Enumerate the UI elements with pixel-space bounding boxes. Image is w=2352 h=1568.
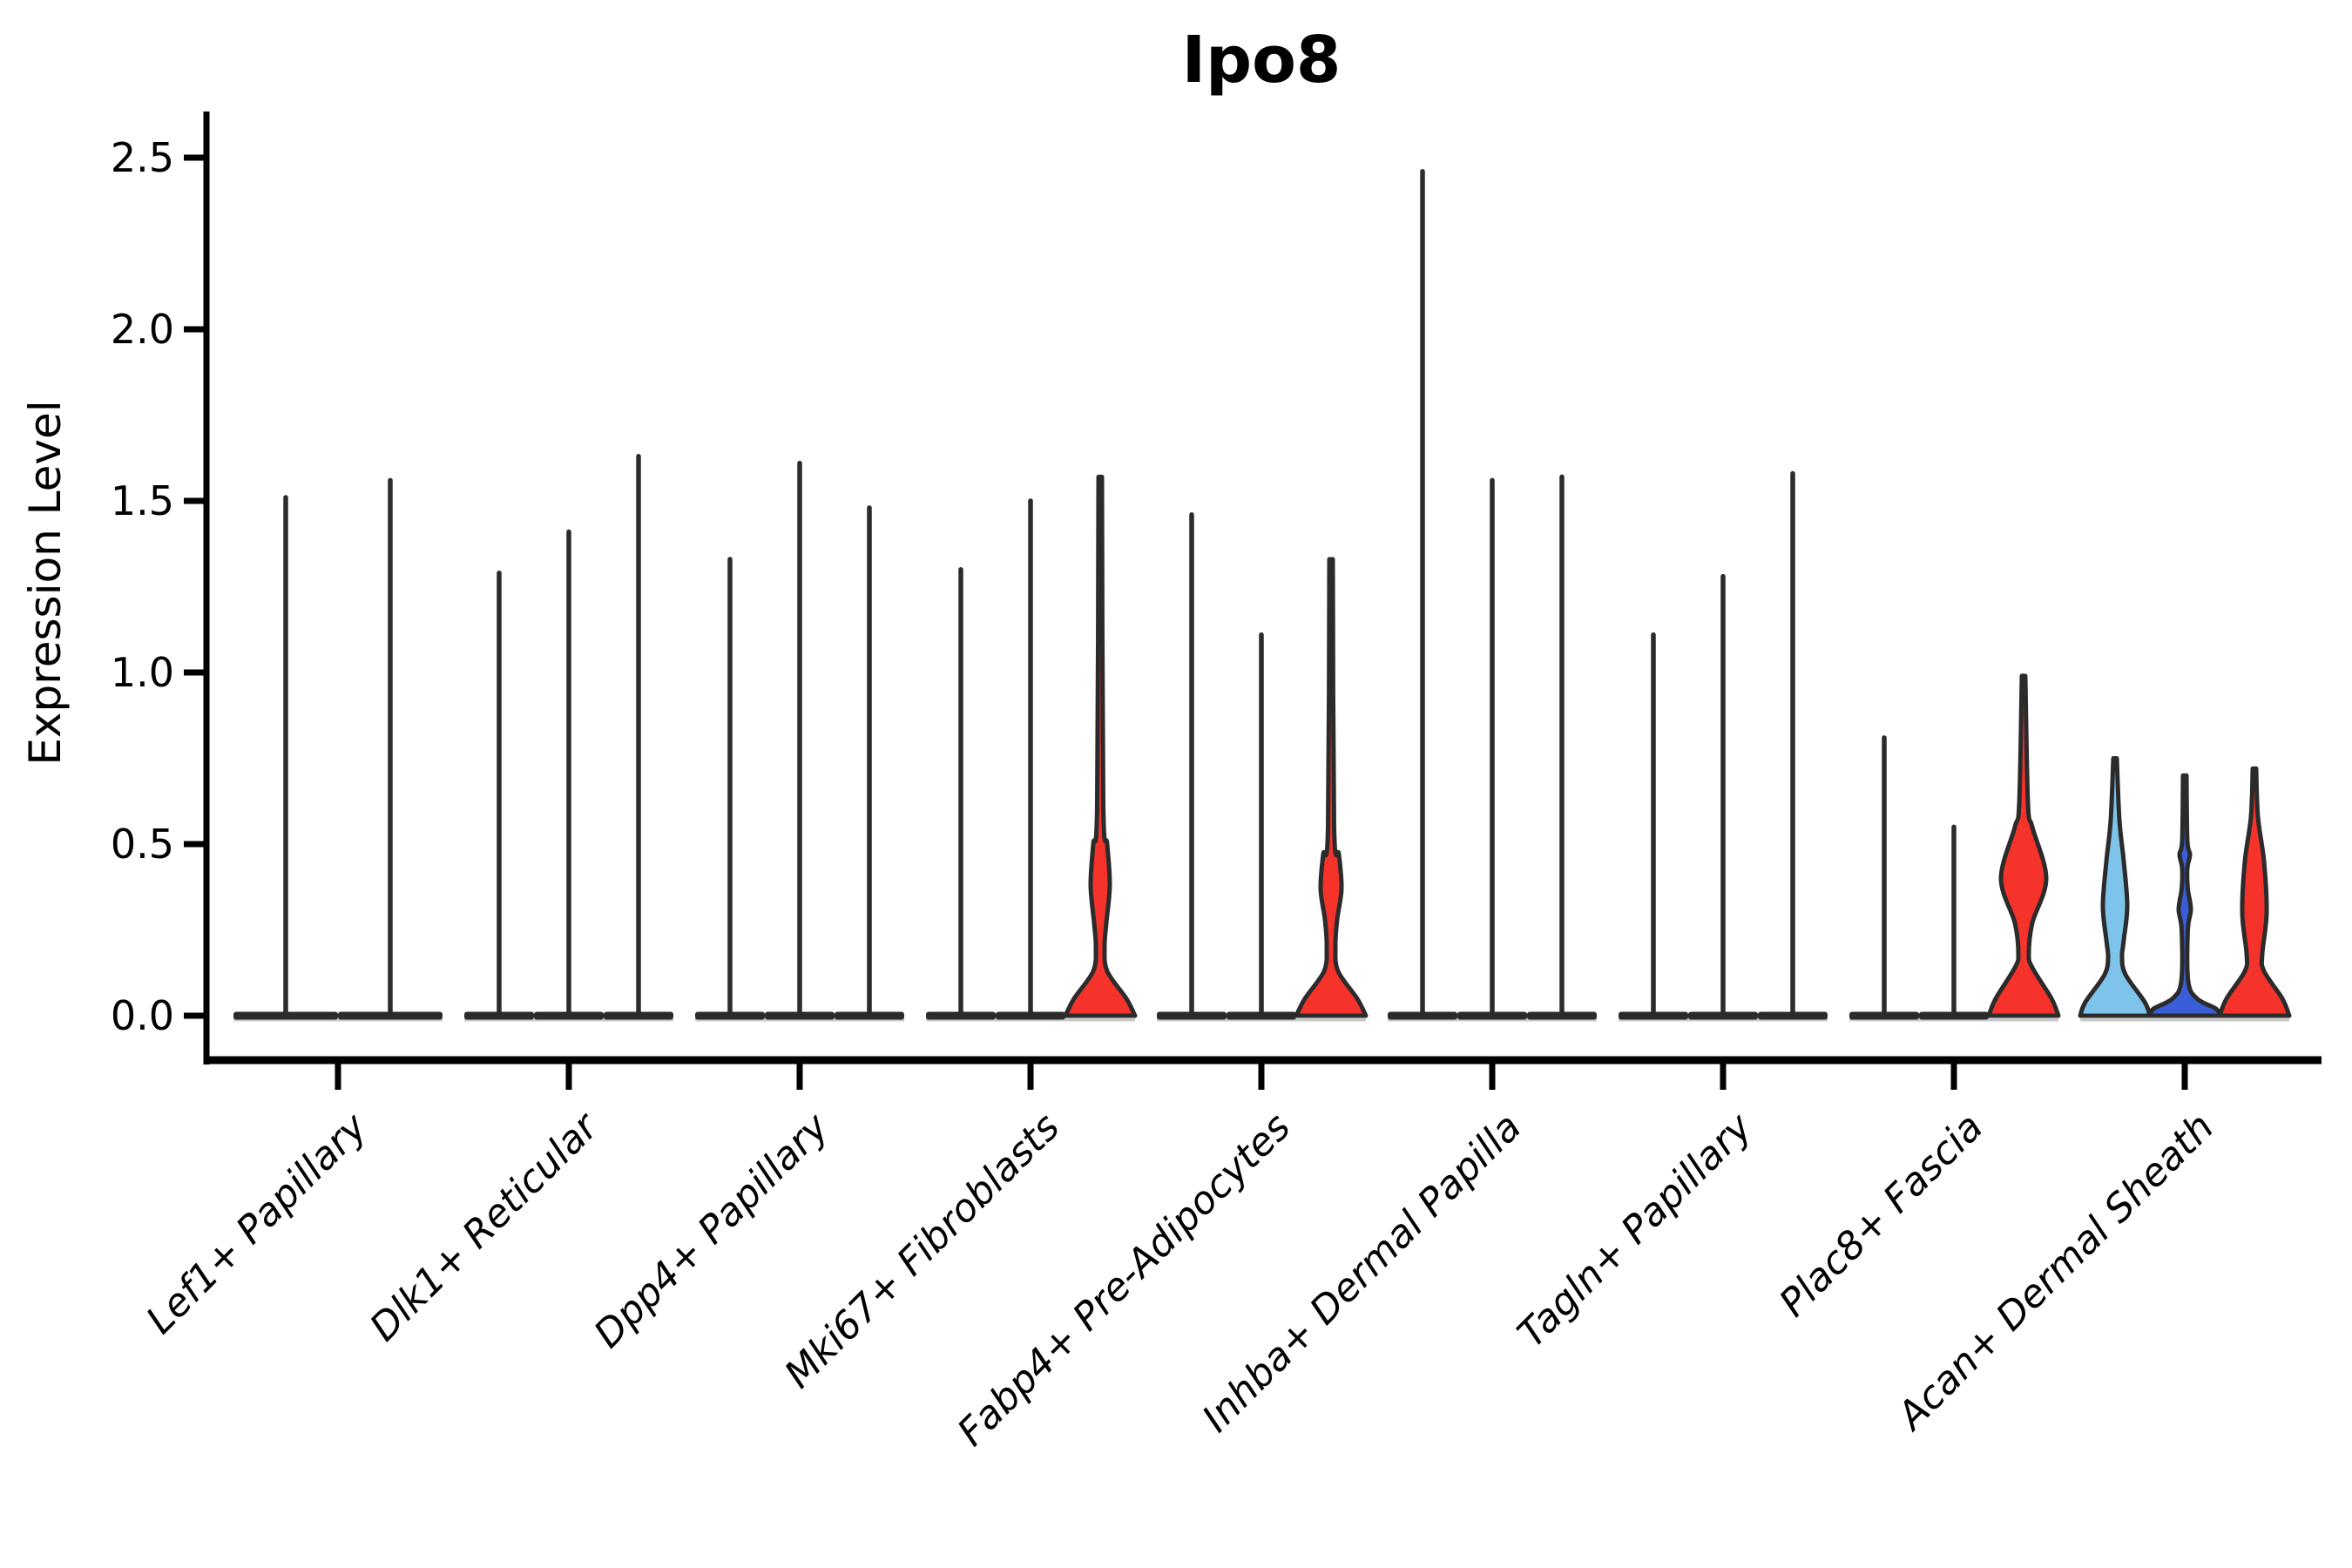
violin-body: [2147, 773, 2222, 1018]
x-tick-mark: [1258, 1064, 1265, 1090]
baseline-shadow: [695, 1018, 904, 1022]
baseline-shadow: [233, 1018, 443, 1022]
y-axis-label: Expression Level: [20, 400, 71, 766]
baseline-shadow: [464, 1018, 673, 1022]
baseline-shadow: [2080, 1018, 2289, 1022]
x-tick-mark: [1489, 1064, 1496, 1090]
y-tick-label: 0.5: [110, 821, 174, 868]
y-tick-mark: [184, 1012, 206, 1019]
baseline-shadow: [1849, 1018, 2058, 1022]
x-tick-mark: [796, 1064, 803, 1090]
y-tick-label: 1.5: [110, 477, 174, 524]
y-tick-label: 2.5: [110, 134, 174, 181]
y-axis-spine: [203, 112, 210, 1064]
x-tick-mark: [1027, 1064, 1034, 1090]
y-tick-mark: [184, 669, 206, 676]
y-tick-mark: [184, 497, 206, 504]
baseline-shadow: [1619, 1018, 1828, 1022]
chart-title: Ipo8: [1181, 23, 1342, 98]
y-tick-mark: [184, 326, 206, 333]
x-tick-mark: [1950, 1064, 1957, 1090]
x-tick-mark: [565, 1064, 572, 1090]
violin-body: [1986, 673, 2061, 1018]
x-tick-mark: [2181, 1064, 2188, 1090]
x-tick-mark: [1720, 1064, 1727, 1090]
violin-body: [2217, 766, 2292, 1018]
y-tick-label: 1.0: [110, 649, 174, 696]
baseline-shadow: [926, 1018, 1135, 1022]
x-axis-spine: [203, 1056, 2322, 1064]
y-tick-mark: [184, 154, 206, 161]
y-tick-label: 0.0: [110, 992, 174, 1039]
x-tick-mark: [335, 1064, 341, 1090]
violin-body: [1294, 557, 1369, 1018]
y-tick-mark: [184, 841, 206, 848]
y-tick-label: 2.0: [110, 306, 174, 353]
violin-body: [2078, 756, 2153, 1018]
baseline-shadow: [1157, 1018, 1366, 1022]
baseline-shadow: [1388, 1018, 1597, 1022]
violin-body: [1063, 474, 1138, 1018]
